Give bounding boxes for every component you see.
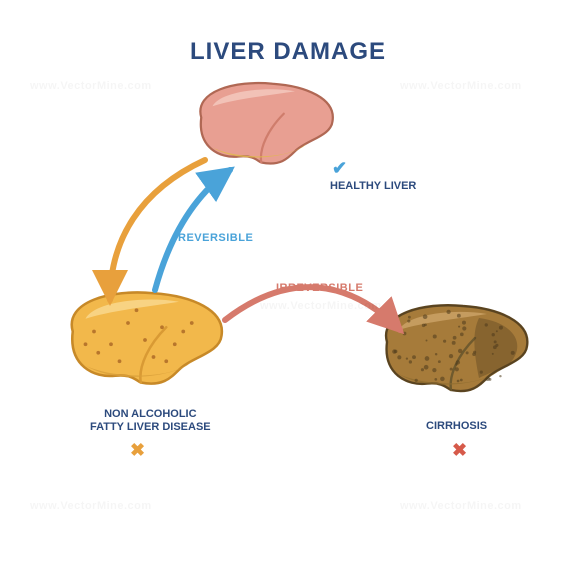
check-icon: ✔ [332,158,347,179]
irreversible-label: IRREVERSIBLE [276,282,363,294]
cross-icon: ✖ [130,440,145,461]
reversible-label: REVERSIBLE [178,232,253,244]
healthy-liver-label: HEALTHY LIVER [330,180,416,193]
cirrhosis-label: CIRRHOSIS [426,420,487,433]
cross-icon: ✖ [452,440,467,461]
fatty-liver-label: NON ALCOHOLICFATTY LIVER DISEASE [90,408,211,434]
